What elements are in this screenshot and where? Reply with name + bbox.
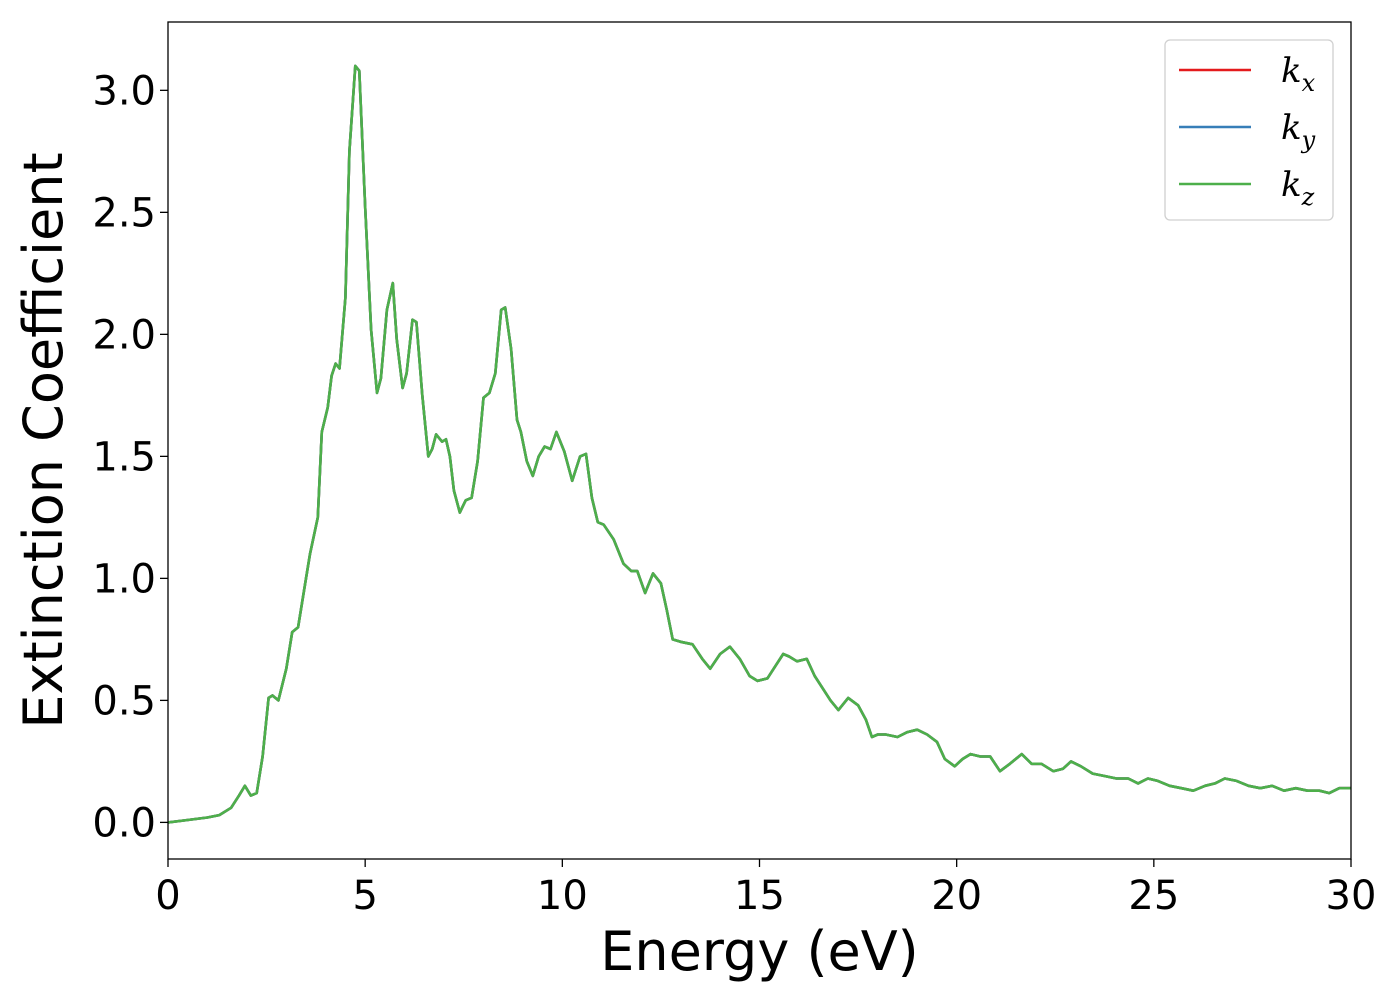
y-axis: 0.0 0.5 1.0 1.5 2.0 2.5 3.0 bbox=[92, 68, 168, 846]
x-tick-label: 0 bbox=[155, 873, 180, 919]
legend-label-subscript: y bbox=[1301, 126, 1316, 154]
legend-box bbox=[1164, 39, 1334, 221]
x-axis-label: Energy (eV) bbox=[600, 920, 919, 983]
x-tick-label: 10 bbox=[537, 873, 588, 919]
legend-label-base: k bbox=[1281, 165, 1302, 205]
y-tick-label: 0.0 bbox=[92, 800, 156, 846]
y-tick-label: 2.5 bbox=[92, 190, 156, 236]
x-axis: 0 5 10 15 20 25 30 bbox=[155, 859, 1376, 919]
legend-label-kz: kz bbox=[1281, 165, 1315, 211]
x-tick-label: 5 bbox=[352, 873, 377, 919]
y-tick-label: 0.5 bbox=[92, 678, 156, 724]
x-tick-label: 15 bbox=[734, 873, 785, 919]
y-axis-label: Extinction Coefficient bbox=[12, 152, 75, 728]
legend-label-kx: kx bbox=[1281, 51, 1316, 97]
legend-label-ky: ky bbox=[1281, 108, 1316, 154]
legend-label-base: k bbox=[1281, 51, 1302, 91]
x-tick-label: 20 bbox=[931, 873, 982, 919]
x-tick-label: 30 bbox=[1326, 873, 1377, 919]
y-tick-label: 2.0 bbox=[92, 312, 156, 358]
legend-label-subscript: x bbox=[1302, 69, 1316, 97]
series-line-kz bbox=[168, 64, 1351, 824]
y-tick-label: 3.0 bbox=[92, 68, 156, 114]
y-tick-label: 1.0 bbox=[92, 556, 156, 602]
plot-area bbox=[168, 64, 1351, 824]
legend-label-subscript: z bbox=[1301, 183, 1315, 211]
legend-label-base: k bbox=[1281, 108, 1302, 148]
y-tick-label: 1.5 bbox=[92, 434, 156, 480]
x-tick-label: 25 bbox=[1128, 873, 1179, 919]
